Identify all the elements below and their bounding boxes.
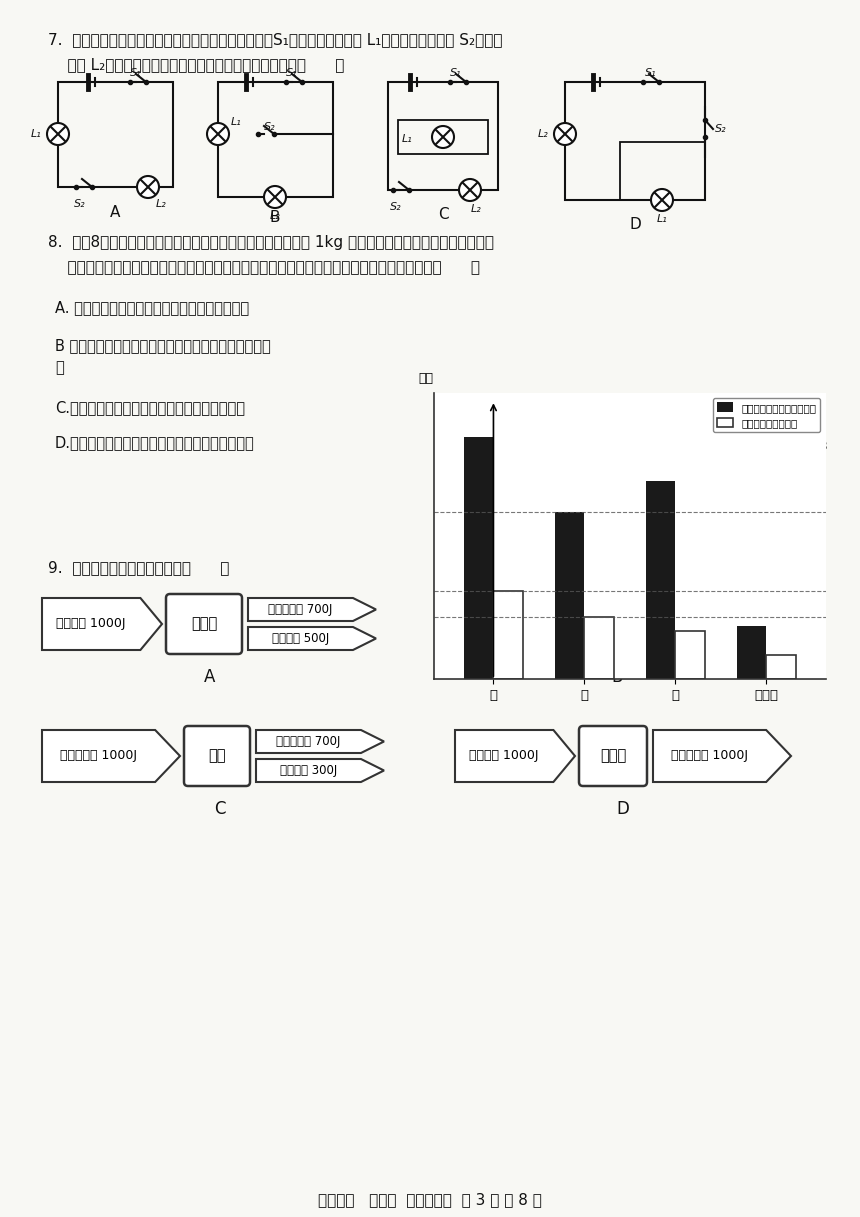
Text: 内能输出 700J: 内能输出 700J xyxy=(675,632,732,645)
Circle shape xyxy=(554,123,576,145)
Bar xyxy=(585,617,613,679)
Text: A: A xyxy=(110,204,120,220)
Text: 图8: 图8 xyxy=(812,441,827,453)
Text: 内能输入 1000J: 内能输入 1000J xyxy=(470,617,539,630)
Bar xyxy=(218,82,333,197)
Circle shape xyxy=(651,189,673,211)
Text: 初三年级   物理科  期中考试卷  第 3 页 共 8 页: 初三年级 物理科 期中考试卷 第 3 页 共 8 页 xyxy=(318,1191,542,1207)
Text: L₂: L₂ xyxy=(156,200,167,209)
Text: 7.  如图是汽车日间行车灯的电路图。当汽车启动时，S₁闭合，日间行车灯 L₁立即亮起，再闭合 S₂，车前: 7. 如图是汽车日间行车灯的电路图。当汽车启动时，S₁闭合，日间行车灯 L₁立即… xyxy=(48,32,502,47)
Text: 少: 少 xyxy=(55,360,64,375)
Polygon shape xyxy=(42,730,180,783)
Text: C.在输出的机械能相同时，丙比乙消耗更多燃料: C.在输出的机械能相同时，丙比乙消耗更多燃料 xyxy=(55,400,245,415)
Text: D: D xyxy=(630,217,641,232)
Polygon shape xyxy=(42,598,162,650)
Text: B: B xyxy=(611,668,623,686)
Polygon shape xyxy=(455,730,575,783)
Polygon shape xyxy=(248,598,376,621)
Bar xyxy=(464,437,494,679)
Circle shape xyxy=(207,123,229,145)
Polygon shape xyxy=(256,730,384,753)
Text: 热机: 热机 xyxy=(603,617,621,632)
Text: L₂: L₂ xyxy=(270,211,280,221)
Text: C: C xyxy=(438,207,448,221)
Polygon shape xyxy=(651,627,779,650)
Text: 大灯 L₂也亮起。以下所示的电路图中符合这一情况的是（      ）: 大灯 L₂也亮起。以下所示的电路图中符合这一情况的是（ ） xyxy=(48,57,344,72)
Text: 机械能输出 300J: 机械能输出 300J xyxy=(672,602,735,616)
Text: L₁: L₁ xyxy=(231,117,242,127)
Bar xyxy=(58,82,173,187)
Legend: 燃料完全燃烧释放出的内能, 汽油机输出的机械能: 燃料完全燃烧释放出的内能, 汽油机输出的机械能 xyxy=(713,398,820,432)
Text: 内能输出 500J: 内能输出 500J xyxy=(272,632,329,645)
Circle shape xyxy=(137,176,159,198)
Polygon shape xyxy=(256,759,384,783)
Text: S₁: S₁ xyxy=(130,68,142,78)
Text: S₂: S₂ xyxy=(715,124,727,134)
Text: 发电机: 发电机 xyxy=(600,748,626,763)
Polygon shape xyxy=(653,730,791,783)
Text: 电能输入 1000J: 电能输入 1000J xyxy=(470,750,539,763)
Text: S₁: S₁ xyxy=(286,68,298,78)
Bar xyxy=(556,511,585,679)
Text: D: D xyxy=(617,800,630,818)
Text: C: C xyxy=(214,800,225,818)
Text: D.三部热机中，甲使用的燃料热值最大，效率最高: D.三部热机中，甲使用的燃料热值最大，效率最高 xyxy=(55,434,255,450)
Text: B: B xyxy=(270,211,280,225)
Text: 热机: 热机 xyxy=(208,748,225,763)
Text: 9.  下列能量转化符合实际的是（      ）: 9. 下列能量转化符合实际的是（ ） xyxy=(48,560,230,574)
Polygon shape xyxy=(455,598,575,650)
Text: 电能输入 1000J: 电能输入 1000J xyxy=(57,617,126,630)
Circle shape xyxy=(47,123,69,145)
Bar xyxy=(766,655,796,679)
Text: 的二维柱状图。三台热机的转速和效率始终保持不变。根据图中的信息，下列选项正确的是（      ）: 的二维柱状图。三台热机的转速和效率始终保持不变。根据图中的信息，下列选项正确的是… xyxy=(48,260,480,275)
Text: L₁: L₁ xyxy=(657,214,667,224)
Polygon shape xyxy=(248,627,376,650)
Bar xyxy=(647,481,675,679)
Bar xyxy=(620,142,705,200)
Bar xyxy=(398,120,488,155)
Text: L₂: L₂ xyxy=(470,204,482,214)
Text: 机械能输入 1000J: 机械能输入 1000J xyxy=(60,750,137,763)
Bar xyxy=(494,591,523,679)
Text: 机械能输出 700J: 机械能输出 700J xyxy=(268,602,333,616)
Circle shape xyxy=(459,179,481,201)
Bar xyxy=(565,82,705,200)
FancyBboxPatch shape xyxy=(579,594,645,654)
Text: 机械能输出 700J: 机械能输出 700J xyxy=(276,735,341,748)
Text: 8.  如图8所示为甲、乙、丙三部使用不同燃料的热机完全燃烧 1kg 燃料所释放的内能和热机输出机械能: 8. 如图8所示为甲、乙、丙三部使用不同燃料的热机完全燃烧 1kg 燃料所释放的… xyxy=(48,235,494,249)
Text: 能量: 能量 xyxy=(419,371,433,385)
FancyBboxPatch shape xyxy=(184,727,250,786)
FancyBboxPatch shape xyxy=(579,727,647,786)
Circle shape xyxy=(432,127,454,148)
FancyBboxPatch shape xyxy=(166,594,242,654)
Text: A: A xyxy=(205,668,216,686)
Text: A. 丙输出的机械能比甲少，所以丙的效率比甲低: A. 丙输出的机械能比甲少，所以丙的效率比甲低 xyxy=(55,301,249,315)
Text: L₁: L₁ xyxy=(402,134,413,144)
Text: S₁: S₁ xyxy=(450,68,462,78)
Text: S₂: S₂ xyxy=(74,200,86,209)
Text: 电风扇: 电风扇 xyxy=(191,617,217,632)
Bar xyxy=(675,630,704,679)
Polygon shape xyxy=(651,598,779,621)
Bar xyxy=(737,627,766,679)
Text: S₂: S₂ xyxy=(264,122,276,131)
Text: 机械能输出 1000J: 机械能输出 1000J xyxy=(671,750,748,763)
Text: L₁: L₁ xyxy=(31,129,41,139)
Text: L₂: L₂ xyxy=(538,129,549,139)
Text: S₁: S₁ xyxy=(645,68,657,78)
Bar xyxy=(388,82,498,190)
Text: 内能输出 300J: 内能输出 300J xyxy=(280,764,337,776)
Circle shape xyxy=(264,186,286,208)
Text: B 在燃料完全燃烧放出相同热量时，乙输出机械能比甲: B 在燃料完全燃烧放出相同热量时，乙输出机械能比甲 xyxy=(55,338,271,353)
Text: S₂: S₂ xyxy=(390,202,402,212)
